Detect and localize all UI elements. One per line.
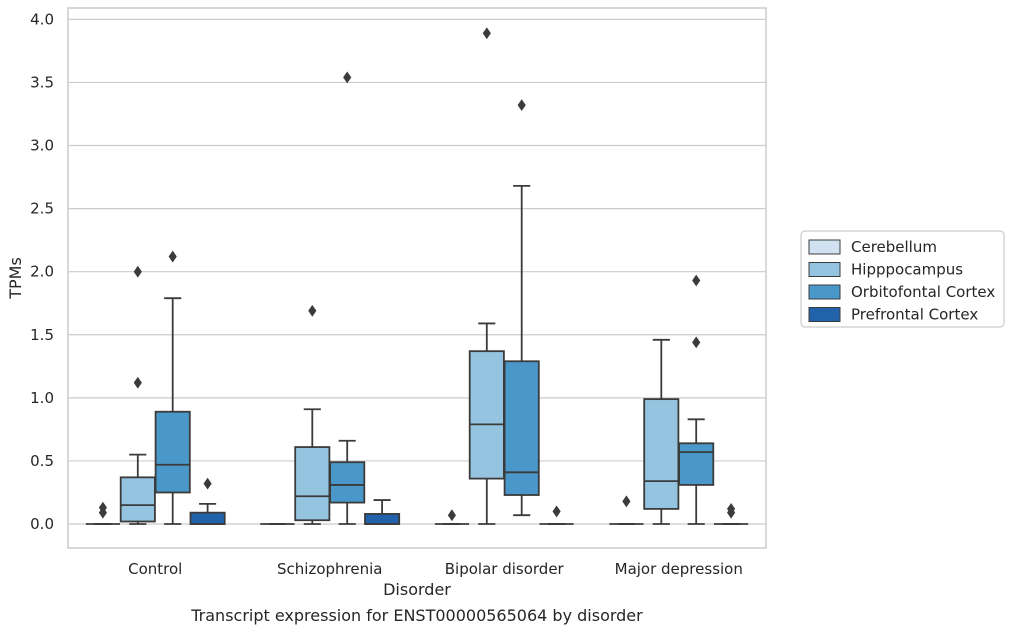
outlier-point xyxy=(482,27,491,40)
legend-label: Hipppocampus xyxy=(851,261,963,279)
outlier-point xyxy=(447,509,456,522)
box-prefrontal-cortex xyxy=(539,505,574,525)
box-prefrontal-cortex xyxy=(189,477,226,525)
legend-label: Cerebellum xyxy=(851,238,937,256)
x-tick-labels: Control Schizophrenia Bipolar disorder Majo… xyxy=(128,560,743,578)
x-tick-label: Major depression xyxy=(615,560,743,578)
outlier-point xyxy=(343,71,352,84)
outlier-point xyxy=(552,505,561,518)
outlier-point xyxy=(133,265,142,278)
box-hipppocampus xyxy=(468,27,505,525)
legend-box xyxy=(800,230,1005,328)
box-iqr xyxy=(468,350,505,480)
x-axis-title: Disorder xyxy=(383,580,451,599)
y-tick-label: 3.5 xyxy=(30,73,54,91)
y-axis-title: TPMs xyxy=(6,257,25,300)
legend-swatch xyxy=(808,284,841,300)
y-tick-label: 2.0 xyxy=(30,263,54,281)
box-orbitofontal-cortex xyxy=(678,274,715,525)
legend-label: Orbitofontal Cortex xyxy=(851,283,995,301)
box-orbitofontal-cortex xyxy=(503,99,540,517)
x-tick-label: Control xyxy=(128,560,182,578)
box-iqr xyxy=(364,513,401,525)
plot-frame xyxy=(67,7,767,549)
figure-caption: Transcript expression for ENST0000056506… xyxy=(190,606,643,625)
outlier-point xyxy=(98,506,107,519)
y-tick-label: 1.0 xyxy=(30,389,54,407)
box-orbitofontal-cortex xyxy=(154,250,191,525)
outlier-point xyxy=(622,495,631,508)
outlier-point xyxy=(203,477,212,490)
box-hipppocampus xyxy=(294,304,331,525)
legend: Cerebellum Hipppocampus Orbitofontal Corte… xyxy=(800,230,1005,328)
box-cerebellum xyxy=(434,509,470,525)
x-tick-label: Bipolar disorder xyxy=(445,560,565,578)
box-hipppocampus xyxy=(643,338,680,525)
box-iqr xyxy=(643,398,680,510)
y-tick-labels: 0.0 0.5 1.0 1.5 2.0 2.5 3.0 3.5 4.0 xyxy=(30,10,54,533)
y-tick-label: 3.0 xyxy=(30,137,54,155)
legend-swatch xyxy=(808,307,841,322)
outlier-point xyxy=(692,336,701,349)
box-hipppocampus xyxy=(119,265,156,525)
box-cerebellum xyxy=(609,495,644,525)
box-iqr xyxy=(503,360,540,496)
x-tick-label: Schizophrenia xyxy=(277,560,382,578)
box-iqr xyxy=(678,442,715,486)
box-iqr xyxy=(154,410,191,494)
y-tick-label: 1.5 xyxy=(30,326,54,344)
box-iqr xyxy=(119,476,156,523)
box-prefrontal-cortex xyxy=(713,502,749,525)
outlier-point xyxy=(517,99,526,112)
outlier-point xyxy=(168,250,177,263)
y-tick-label: 4.0 xyxy=(30,10,54,28)
legend-swatch xyxy=(808,262,841,277)
y-tick-label: 0.5 xyxy=(30,452,54,470)
legend-swatch xyxy=(808,239,841,255)
outlier-point xyxy=(133,376,142,389)
box-cerebellum xyxy=(85,501,121,525)
legend-label: Prefrontal Cortex xyxy=(851,306,978,324)
box-orbitofontal-cortex xyxy=(329,71,366,525)
box-iqr xyxy=(189,511,226,525)
box-iqr xyxy=(294,446,331,522)
box-prefrontal-cortex xyxy=(364,499,401,525)
outlier-point xyxy=(727,506,736,519)
y-tick-label: 0.0 xyxy=(30,515,54,533)
outlier-point xyxy=(692,274,701,287)
y-tick-label: 2.5 xyxy=(30,200,54,218)
box-plot-series xyxy=(85,27,749,525)
box-iqr xyxy=(329,461,366,504)
outlier-point xyxy=(308,304,317,317)
